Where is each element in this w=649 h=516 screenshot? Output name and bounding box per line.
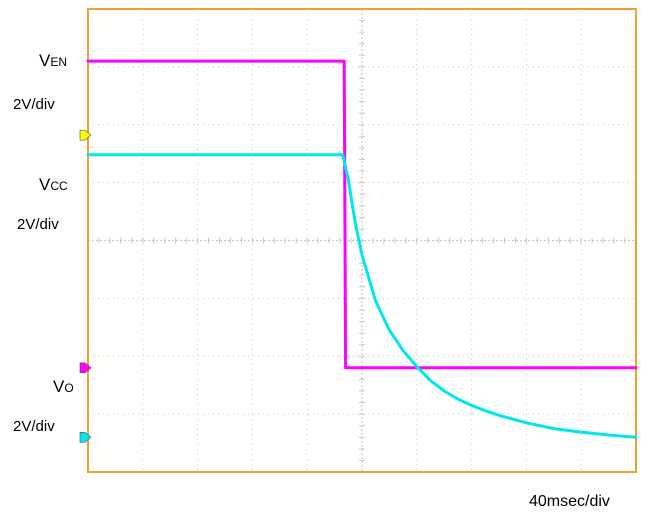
graticule	[87, 8, 637, 473]
ground-marker-o	[79, 431, 92, 443]
en-label-sub: EN	[50, 55, 67, 69]
en-scale-label: 2V/div	[13, 96, 55, 113]
o-label-sub: O	[64, 381, 73, 395]
cc-label-sub: CC	[50, 179, 68, 193]
cc-label: VCC	[39, 175, 68, 194]
ground-marker-cc	[79, 129, 92, 141]
time-scale-label: 40msec/div	[529, 493, 610, 510]
ground-markers	[79, 129, 92, 443]
o-label-name: V	[53, 377, 65, 396]
o-label: VO	[53, 377, 74, 396]
o-scale-label: 2V/div	[13, 418, 55, 435]
cc-scale-label: 2V/div	[17, 216, 59, 233]
waveform-traces	[86, 59, 638, 439]
plot-frame	[87, 8, 637, 473]
trace-en	[86, 59, 638, 370]
trace-o	[86, 153, 638, 439]
ground-marker-en	[79, 362, 92, 374]
en-label: VEN	[39, 51, 67, 70]
cc-label-name: V	[39, 175, 51, 194]
en-label-name: V	[39, 51, 51, 70]
